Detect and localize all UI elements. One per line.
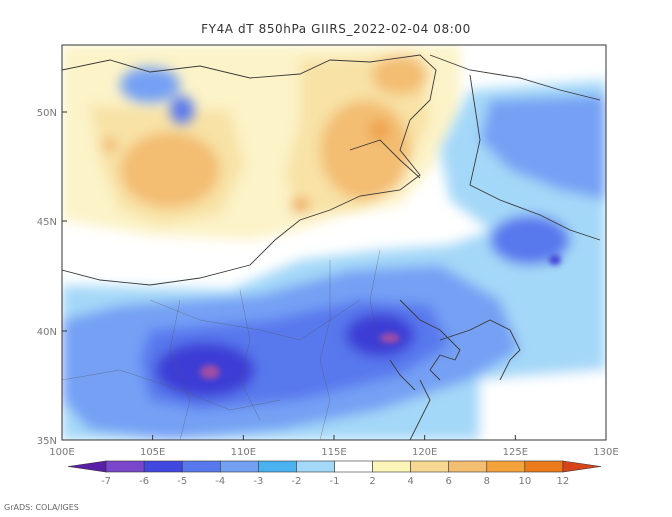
colorbar-label: -7 bbox=[101, 476, 111, 487]
longitude-axis: 100E 105E 110E 115E 120E 125E 130E bbox=[49, 435, 619, 458]
colorbar-swatch bbox=[296, 460, 335, 473]
colorbar-swatch bbox=[67, 460, 107, 473]
cold-anomaly-region bbox=[62, 67, 606, 440]
borders bbox=[62, 54, 601, 440]
lon-tick-label: 110E bbox=[231, 447, 256, 458]
colorbar-swatch bbox=[486, 460, 526, 473]
lon-tick-label: 115E bbox=[321, 447, 346, 458]
lon-tick-label: 130E bbox=[593, 447, 618, 458]
colorbar-label: -6 bbox=[139, 476, 149, 487]
colorbar-label: 2 bbox=[369, 476, 375, 487]
colorbar-label: 10 bbox=[518, 476, 531, 487]
lon-tick-label: 105E bbox=[140, 447, 165, 458]
colorbar-swatch bbox=[105, 460, 145, 473]
credit-text: GrADS: COLA/IGES bbox=[4, 503, 79, 512]
dt-field bbox=[62, 45, 606, 440]
colorbar-swatch bbox=[562, 460, 602, 473]
colorbar-label: 4 bbox=[407, 476, 413, 487]
colorbar-swatch bbox=[181, 460, 221, 473]
lat-tick-label: 50N bbox=[37, 108, 57, 119]
colorbar-label: -3 bbox=[253, 476, 263, 487]
colorbar-swatch bbox=[143, 460, 183, 473]
colorbar-label: 6 bbox=[446, 476, 452, 487]
colorbar-label: -4 bbox=[215, 476, 225, 487]
colorbar-label: -5 bbox=[177, 476, 187, 487]
colorbar-swatch bbox=[334, 460, 373, 473]
lon-tick-label: 125E bbox=[503, 447, 528, 458]
lon-tick-label: 100E bbox=[49, 447, 74, 458]
anomaly-peaks bbox=[200, 255, 561, 379]
latitude-axis: 50N 45N 40N 35N bbox=[37, 108, 67, 447]
colorbar-swatch bbox=[410, 460, 450, 473]
lon-tick-label: 120E bbox=[412, 447, 437, 458]
province-lines bbox=[62, 249, 381, 440]
lat-tick-label: 40N bbox=[37, 327, 57, 338]
colorbar-swatch bbox=[219, 460, 259, 473]
colorbar-label: 12 bbox=[557, 476, 570, 487]
lat-tick-label: 35N bbox=[37, 436, 57, 447]
colorbar-swatch bbox=[258, 460, 297, 473]
lat-tick-label: 45N bbox=[37, 217, 57, 228]
colorbar-label: 8 bbox=[484, 476, 490, 487]
colorbar-swatch bbox=[372, 460, 411, 473]
colorbar-label: -1 bbox=[330, 476, 340, 487]
colorbar-swatch bbox=[448, 460, 488, 473]
map-title: FY4A dT 850hPa GIIRS_2022-02-04 08:00 bbox=[201, 22, 471, 36]
colorbar: -7 -6 -5 -4 -3 -2 -1 2 4 6 8 10 12 bbox=[67, 460, 602, 487]
colorbar-label: -2 bbox=[291, 476, 301, 487]
colorbar-swatch bbox=[524, 460, 564, 473]
